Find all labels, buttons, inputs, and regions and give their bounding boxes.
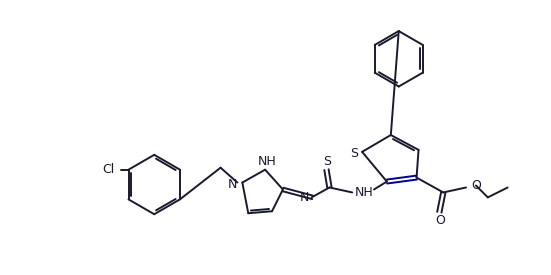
Text: S: S xyxy=(323,155,332,168)
Text: NH: NH xyxy=(355,186,374,199)
Text: N: N xyxy=(300,191,310,204)
Text: S: S xyxy=(350,147,358,160)
Text: O: O xyxy=(435,214,445,227)
Text: O: O xyxy=(471,179,481,192)
Text: N: N xyxy=(228,178,237,191)
Text: Cl: Cl xyxy=(102,163,115,176)
Text: NH: NH xyxy=(258,155,277,168)
